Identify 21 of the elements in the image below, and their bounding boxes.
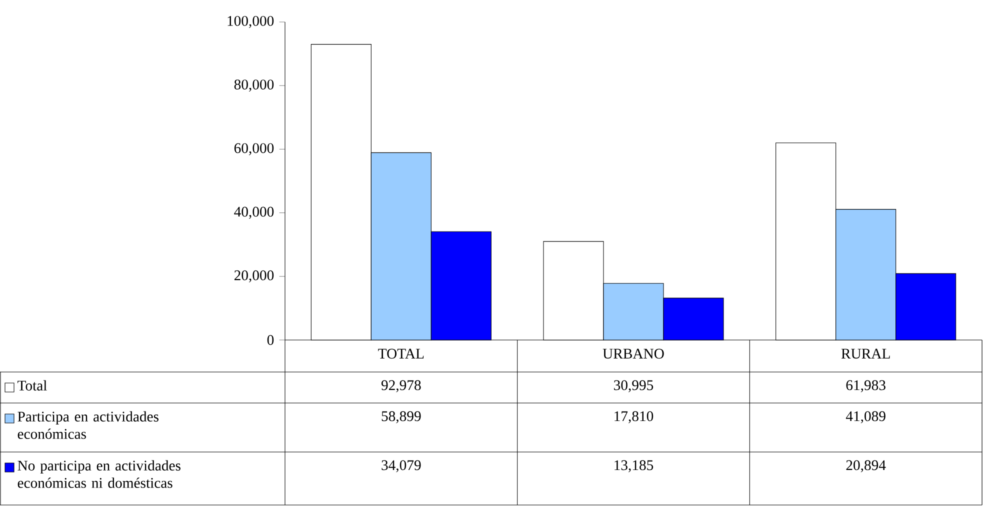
data-label: 30,995 [614,380,654,392]
x-tick-label: RURAL [841,348,890,359]
y-tick-label: 20,000 [234,270,274,282]
data-label: 92,978 [381,380,421,392]
legend-label: Participa en actividades económicas [18,411,158,439]
data-label: 20,894 [846,460,886,472]
data-label: 13,185 [614,460,654,472]
legend-label: Total [18,380,47,391]
x-tick-label: TOTAL [378,348,424,359]
y-tick-label: 100,000 [228,16,274,28]
y-tick-label: 60,000 [234,143,274,156]
data-label: 34,079 [382,460,421,472]
y-tick-label: 40,000 [234,206,274,219]
data-label: 58,899 [382,411,421,424]
data-label: 61,983 [846,380,886,392]
data-label: 17,810 [614,411,654,424]
data-label: 41,089 [846,411,886,424]
legend-label: No participa en actividades económicas ni domésticas [18,460,180,488]
y-tick-label: 80,000 [234,80,274,92]
x-tick-label: URBANO [602,348,664,359]
y-tick-label: 0 [267,335,274,345]
